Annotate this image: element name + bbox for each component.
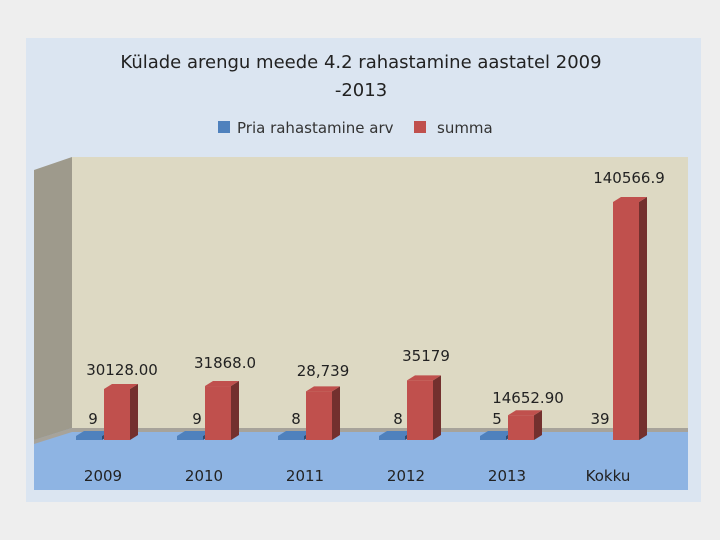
data-label-summa-2010: 31868.0	[194, 354, 256, 372]
labels-layer: 9 30128.00 9 31868.0 8 28,739 8 35179 5 14652.90 3…	[84, 169, 665, 485]
bar-summa-2009	[104, 383, 138, 440]
bar-summa-Kokku	[613, 197, 647, 440]
data-label-arv-2009: 9	[88, 410, 98, 428]
legend: Pria rahastamine arv summa	[218, 119, 493, 137]
data-label-summa-2012: 35179	[402, 347, 450, 365]
data-label-summa-2013: 14652.90	[492, 389, 564, 407]
x-tick-label-2013: 2013	[488, 467, 526, 485]
x-tick-label-2009: 2009	[84, 467, 122, 485]
legend-label-series-2: summa	[437, 119, 493, 137]
legend-label-series-1: Pria rahastamine arv	[237, 119, 394, 137]
data-label-summa-2011: 28,739	[297, 362, 350, 380]
data-label-arv-2011: 8	[291, 410, 301, 428]
plot-side-wall	[34, 157, 72, 440]
x-tick-label-2010: 2010	[185, 467, 223, 485]
data-label-summa-2009: 30128.00	[86, 361, 158, 379]
bar-summa-2013	[508, 410, 542, 440]
bar-summa-2012	[407, 375, 441, 440]
x-tick-label-2012: 2012	[387, 467, 425, 485]
legend-swatch-series-1	[218, 121, 230, 133]
data-label-arv-2010: 9	[192, 410, 202, 428]
data-label-arv-Kokku: 39	[590, 410, 609, 428]
chart-title-line-1: Külade arengu meede 4.2 rahastamine aast…	[120, 52, 601, 73]
data-label-arv-2013: 5	[492, 410, 502, 428]
data-label-arv-2012: 8	[393, 410, 403, 428]
x-tick-label-2011: 2011	[286, 467, 324, 485]
data-label-summa-Kokku: 140566.9	[593, 169, 665, 187]
legend-swatch-series-2	[414, 121, 426, 133]
plot-area	[34, 157, 688, 490]
bar-summa-2010	[205, 381, 239, 440]
plot-floor	[34, 428, 688, 490]
chart-title-line-2: -2013	[335, 80, 387, 101]
bars-layer	[76, 197, 647, 440]
bar-summa-2011	[306, 386, 340, 440]
x-tick-label-Kokku: Kokku	[586, 467, 631, 485]
plot-back-wall	[72, 157, 688, 428]
